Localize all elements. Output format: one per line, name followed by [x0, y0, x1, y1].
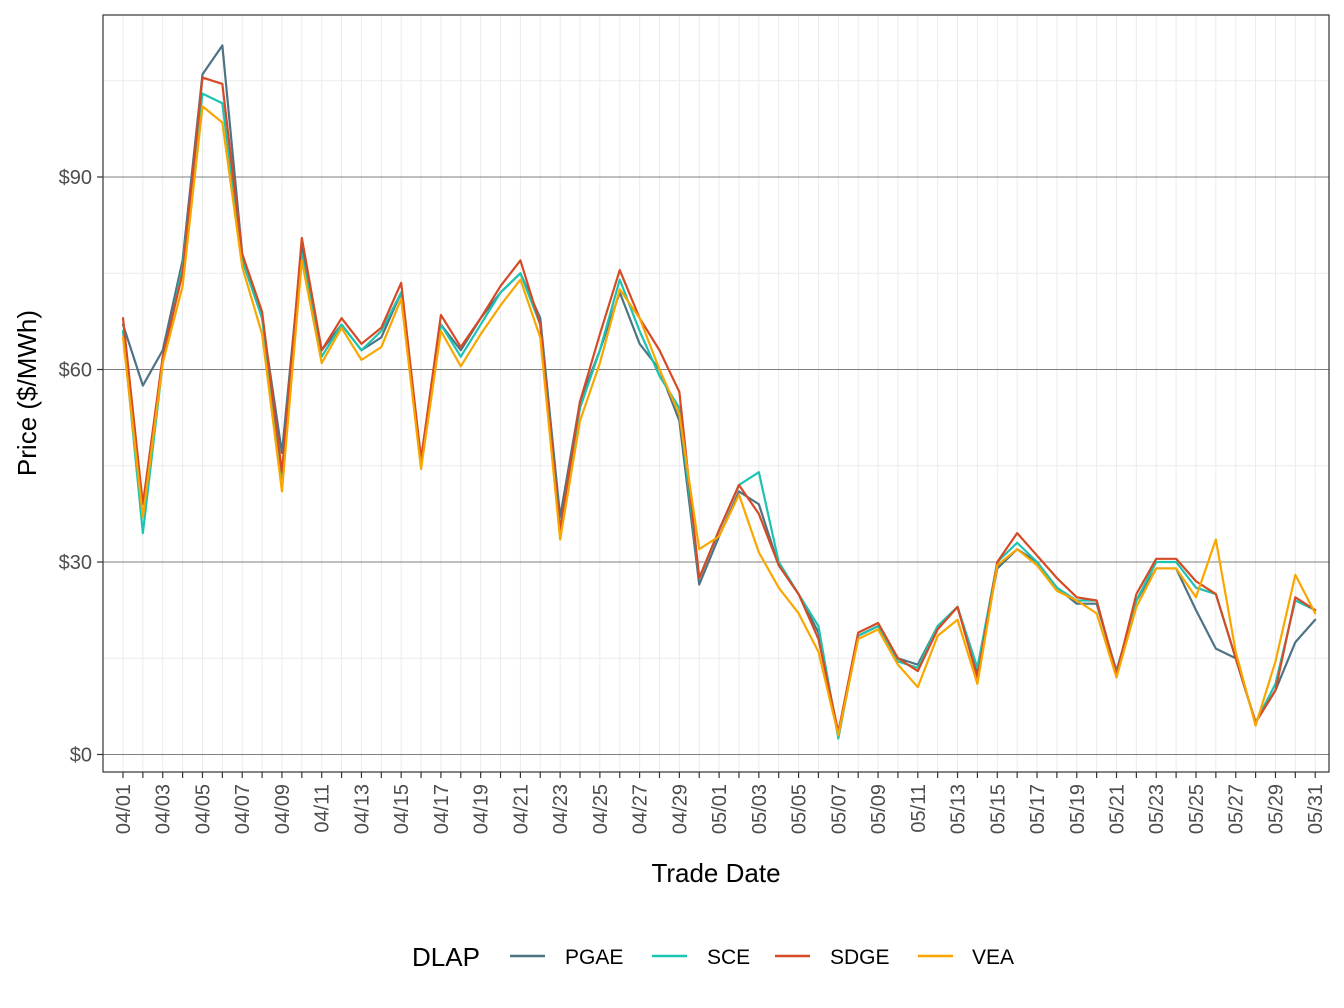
x-tick-label: 04/05: [192, 784, 214, 834]
x-tick-label: 05/19: [1067, 784, 1089, 834]
y-tick-label: $0: [70, 745, 92, 767]
x-tick-label: 04/27: [630, 784, 652, 834]
x-tick-label: 05/01: [709, 784, 731, 834]
legend-label-pgae: PGAE: [565, 946, 623, 969]
x-tick-label: 05/25: [1186, 784, 1208, 834]
legend-label-sce: SCE: [707, 946, 750, 969]
x-tick-label: 04/21: [510, 784, 532, 834]
y-axis: $0 $30 $60 $90: [59, 167, 103, 767]
x-tick-label: 05/29: [1265, 784, 1287, 834]
y-tick-label: $60: [59, 359, 92, 381]
x-tick-label: 04/09: [272, 784, 294, 834]
x-tick-label: 05/11: [908, 784, 930, 833]
y-tick-label: $90: [59, 167, 92, 189]
legend: DLAP PGAE SCE SDGE VEA: [412, 942, 1014, 972]
major-gridlines: [103, 176, 1329, 755]
x-axis: 04/01 04/03 04/05 04/07 04/09 04/11 04/13 04/15…: [113, 772, 1327, 834]
legend-label-sdge: SDGE: [830, 946, 890, 969]
legend-title: DLAP: [412, 942, 480, 972]
x-tick-label: 05/21: [1107, 784, 1129, 834]
legend-label-vea: VEA: [972, 946, 1014, 969]
x-tick-label: 05/03: [749, 784, 771, 834]
x-tick-label: 04/13: [351, 784, 373, 834]
y-axis-title: Price ($/MWh): [12, 310, 42, 476]
x-tick-label: 04/07: [232, 784, 254, 834]
x-tick-label: 05/27: [1226, 784, 1248, 834]
x-tick-label: 05/31: [1305, 784, 1327, 834]
x-tick-label: 04/01: [113, 784, 135, 834]
x-tick-label: 04/11: [312, 784, 334, 833]
y-tick-label: $30: [59, 552, 92, 574]
x-tick-label: 05/23: [1146, 784, 1168, 834]
x-tick-label: 05/17: [1027, 784, 1049, 834]
series-line-vea: [121, 105, 1317, 737]
x-tick-label: 04/19: [471, 784, 493, 834]
x-tick-label: 04/23: [550, 784, 572, 834]
x-axis-title: Trade Date: [651, 858, 780, 888]
panel-border: [102, 14, 1330, 773]
x-tick-label: 05/15: [987, 784, 1009, 834]
x-tick-label: 04/15: [391, 784, 413, 834]
x-tick-label: 04/17: [431, 784, 453, 834]
x-tick-label: 04/29: [669, 784, 691, 834]
x-tick-label: 04/25: [590, 784, 612, 834]
x-tick-label: 05/05: [789, 784, 811, 834]
x-tick-label: 05/07: [828, 784, 850, 834]
x-tick-label: 05/13: [948, 784, 970, 834]
minor-gridlines: [103, 15, 1329, 772]
x-tick-label: 04/03: [153, 784, 175, 834]
series-lines: [121, 44, 1317, 740]
x-tick-label: 05/09: [868, 784, 890, 834]
